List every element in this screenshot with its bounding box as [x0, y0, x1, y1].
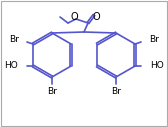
Text: Br: Br	[111, 87, 121, 96]
Text: Br: Br	[9, 36, 19, 44]
Text: Br: Br	[47, 87, 57, 96]
Text: O: O	[92, 12, 100, 21]
Text: Br: Br	[149, 36, 159, 44]
Text: HO: HO	[4, 61, 18, 70]
Text: HO: HO	[150, 61, 164, 70]
Text: O: O	[70, 12, 78, 22]
